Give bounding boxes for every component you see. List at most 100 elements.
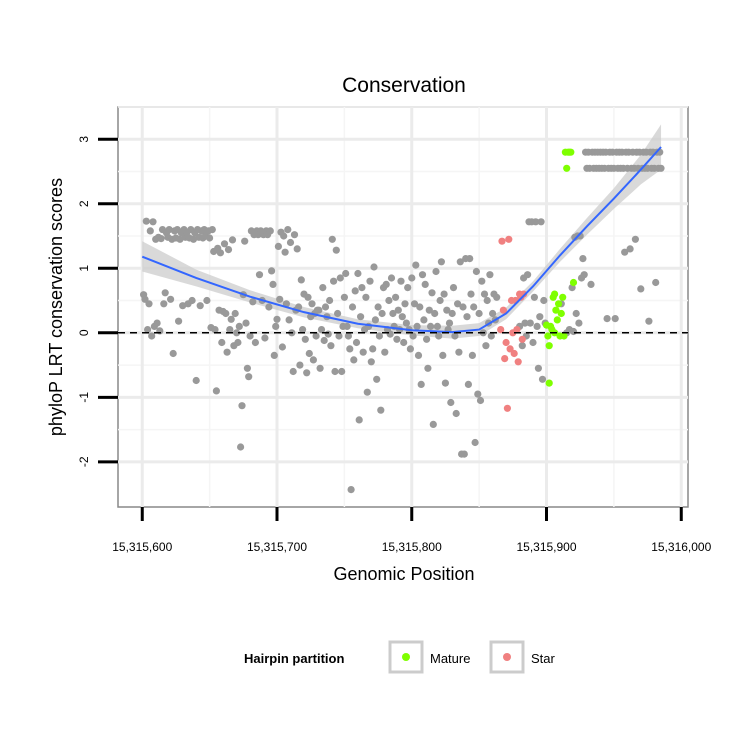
point-other-204 <box>414 351 423 359</box>
point-other-97 <box>270 351 278 359</box>
point-other-72 <box>237 443 245 451</box>
point-other-130 <box>315 306 323 314</box>
point-other-149 <box>340 293 348 301</box>
point-mature-13 <box>557 309 565 318</box>
point-other-209 <box>421 280 429 288</box>
point-other-275 <box>533 322 541 330</box>
point-other-245 <box>470 303 478 311</box>
point-other-171 <box>370 263 378 271</box>
point-other-238 <box>460 450 468 458</box>
legend-entry-star: Star <box>489 640 556 674</box>
point-other-162 <box>358 284 366 292</box>
point-other-132 <box>317 326 326 334</box>
legend-title: Hairpin partition <box>244 651 344 666</box>
point-other-240 <box>463 313 471 321</box>
point-star-1 <box>498 237 506 245</box>
point-other-165 <box>362 293 370 301</box>
point-other-215 <box>429 420 437 428</box>
point-mature-14 <box>559 293 567 301</box>
point-other-249 <box>475 309 483 318</box>
point-other-143 <box>332 246 340 254</box>
point-other-7 <box>149 218 157 226</box>
point-other-16 <box>161 289 169 297</box>
point-other-75 <box>241 237 249 245</box>
point-other-214 <box>428 289 436 297</box>
point-other-96 <box>269 280 277 288</box>
point-other-37 <box>189 235 198 243</box>
point-other-146 <box>336 274 344 282</box>
point-other-19 <box>165 226 173 234</box>
point-other-58 <box>218 338 226 347</box>
point-other-154 <box>347 486 355 494</box>
point-other-42 <box>196 302 204 310</box>
point-other-200 <box>409 332 417 340</box>
point-other-175 <box>375 332 383 340</box>
point-mature-3 <box>545 379 553 387</box>
point-other-138 <box>326 296 334 305</box>
point-other-328 <box>626 245 634 253</box>
point-other-166 <box>363 388 371 396</box>
point-other-187 <box>392 293 400 301</box>
point-other-49 <box>206 234 214 242</box>
point-other-133 <box>319 284 327 292</box>
point-star-5 <box>503 404 511 412</box>
point-other-259 <box>489 309 497 318</box>
legend: Hairpin partition Mature Star <box>244 640 556 674</box>
point-other-182 <box>385 296 393 305</box>
point-other-244 <box>468 351 476 359</box>
point-other-231 <box>451 332 459 340</box>
y-tick-label-2: 0 <box>77 329 91 336</box>
points-layer <box>140 148 665 494</box>
point-other-280 <box>540 296 548 305</box>
point-other-324 <box>621 248 629 256</box>
point-other-274 <box>532 218 540 226</box>
point-other-64 <box>226 326 234 334</box>
x-axis: 15,315,600 15,315,700 15,315,800 15,315,900… <box>112 507 712 554</box>
point-other-255 <box>483 296 491 305</box>
point-other-268 <box>524 271 532 279</box>
point-other-220 <box>436 296 444 305</box>
point-other-27 <box>176 235 184 243</box>
point-other-235 <box>456 258 464 266</box>
point-other-198 <box>406 345 414 353</box>
point-other-122 <box>304 293 312 301</box>
point-other-189 <box>394 306 402 314</box>
point-other-163 <box>359 348 367 356</box>
x-tick-label-0: 15,315,600 <box>112 540 172 554</box>
point-star-7 <box>506 345 514 353</box>
point-other-174 <box>374 303 382 311</box>
point-other-76 <box>242 319 250 327</box>
plot-panel <box>117 106 689 508</box>
point-other-170 <box>369 345 377 353</box>
point-other-217 <box>432 267 440 276</box>
point-other-117 <box>297 276 305 284</box>
point-other-68 <box>231 309 239 318</box>
point-other-250 <box>476 396 485 405</box>
confidence-band-layer <box>142 124 662 339</box>
point-mature-21 <box>569 278 578 287</box>
point-other-98 <box>272 322 280 330</box>
point-other-112 <box>290 231 299 239</box>
point-star-17 <box>520 290 528 298</box>
point-other-277 <box>536 313 544 321</box>
point-other-57 <box>216 249 224 257</box>
point-other-103 <box>278 343 286 351</box>
point-other-264 <box>518 342 526 350</box>
point-other-188 <box>393 335 401 343</box>
point-other-144 <box>334 309 342 318</box>
point-other-13 <box>157 235 165 243</box>
point-other-78 <box>245 373 253 381</box>
point-other-317 <box>611 315 619 323</box>
point-mature-17 <box>563 164 571 172</box>
point-other-3 <box>144 326 152 334</box>
point-other-336 <box>637 285 645 293</box>
point-other-193 <box>400 338 408 347</box>
point-mature-20 <box>567 148 575 156</box>
point-mature-11 <box>555 300 563 308</box>
point-other-156 <box>350 356 358 364</box>
point-other-116 <box>296 361 304 369</box>
point-other-150 <box>342 269 350 278</box>
point-other-95 <box>268 267 276 275</box>
point-other-47 <box>203 296 211 305</box>
point-other-62 <box>223 348 231 356</box>
